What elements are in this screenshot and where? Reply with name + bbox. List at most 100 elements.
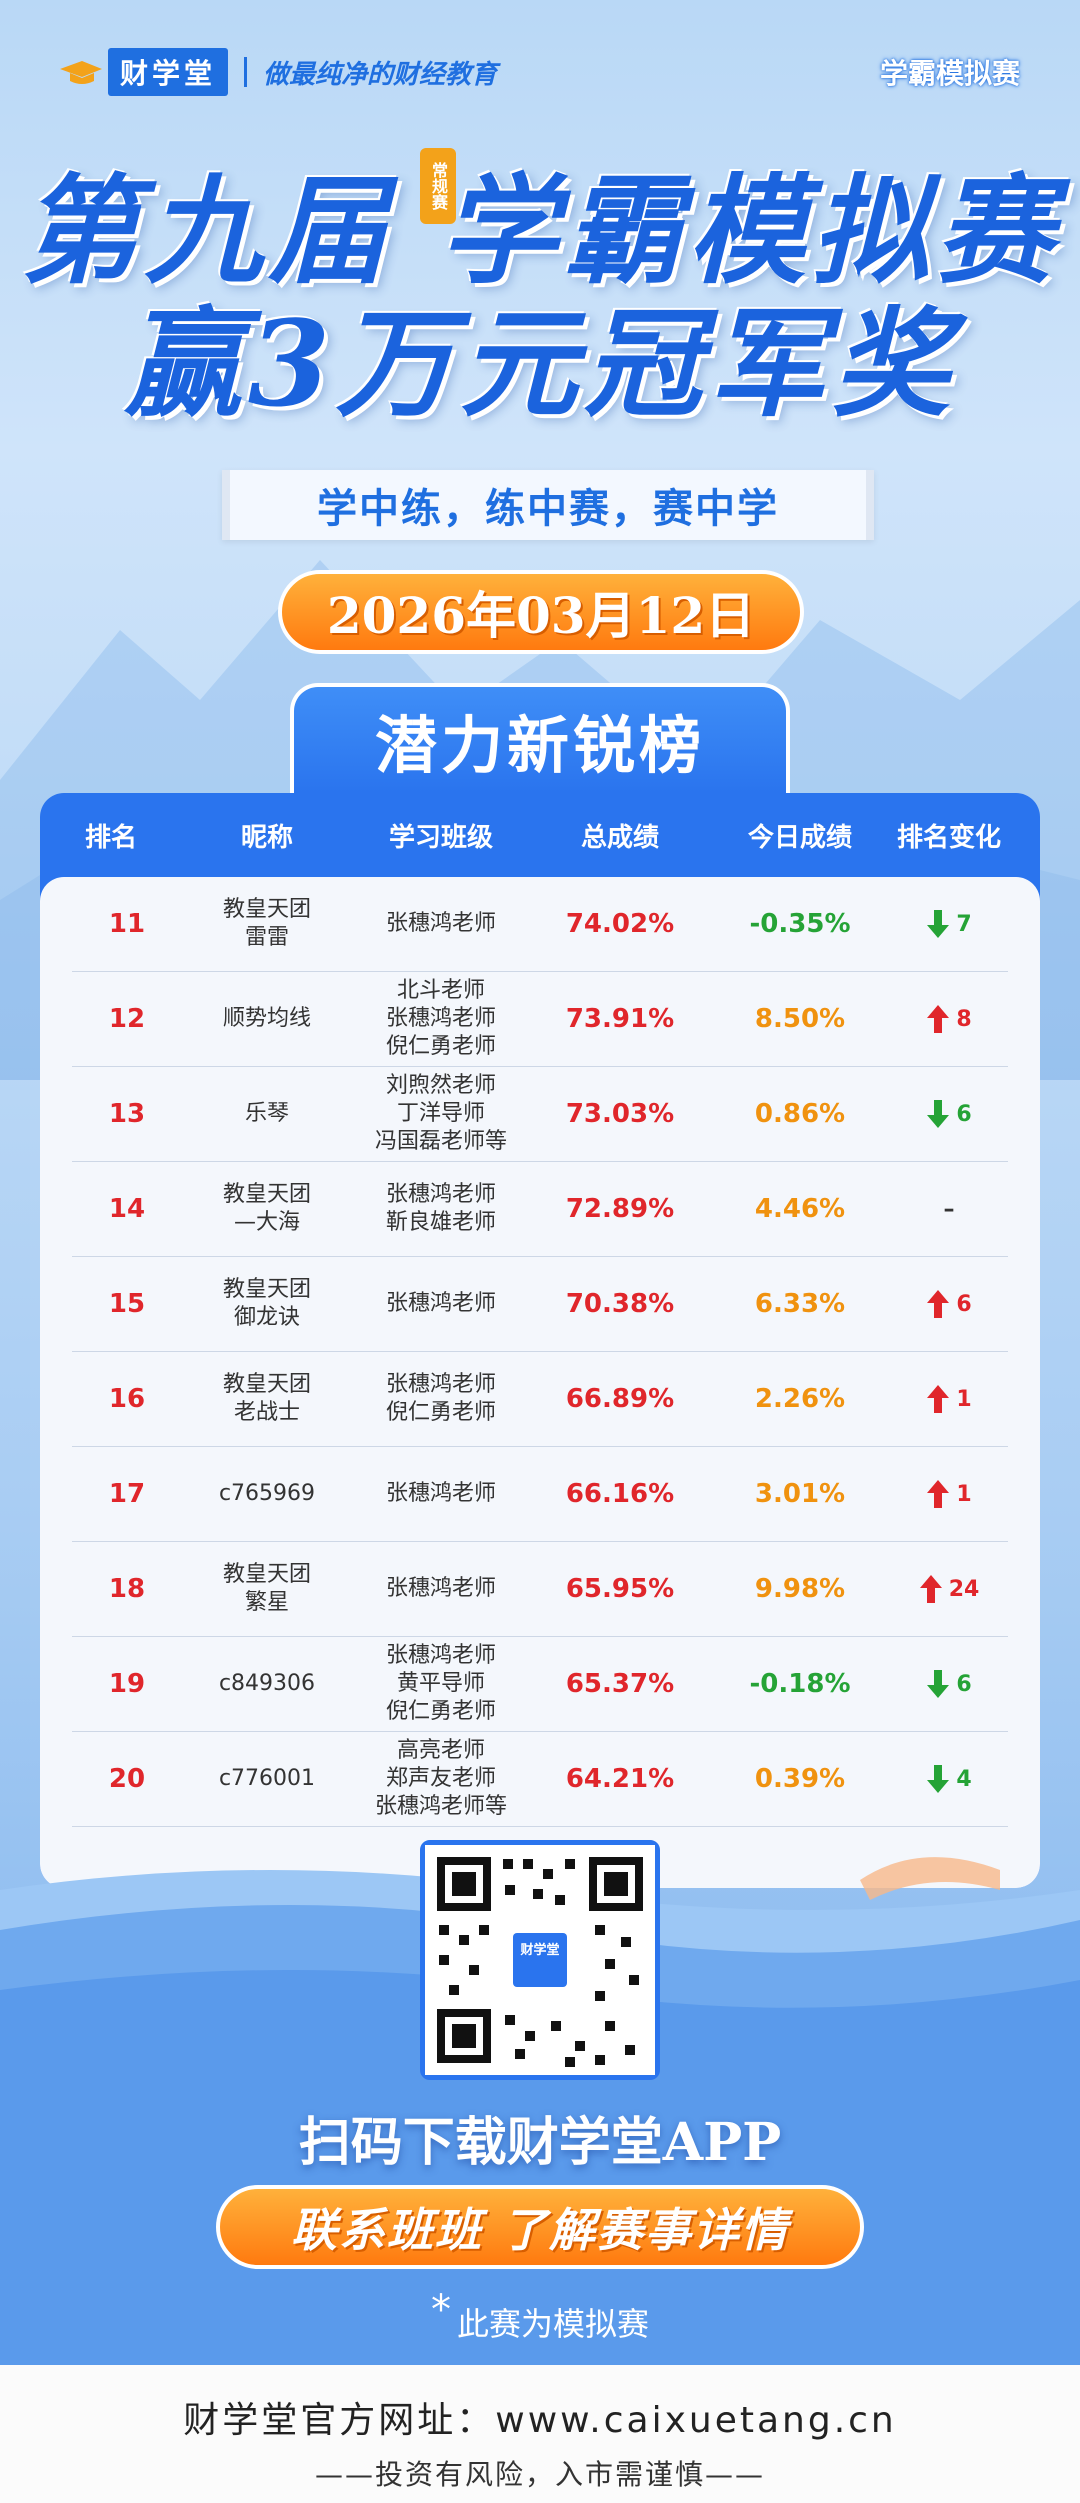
brand-logo: 财学堂 <box>108 48 229 96</box>
total-score-cell: 70.38% <box>565 1289 675 1319</box>
rank-change-cell: 6 <box>890 1289 1008 1319</box>
today-score-cell: 2.26% <box>754 1384 846 1414</box>
rank-change-cell: 7 <box>890 909 1008 939</box>
rank-cell: 12 <box>108 1004 146 1034</box>
arrow-up-icon <box>919 1575 942 1603</box>
today-score-cell: 6.33% <box>754 1289 846 1319</box>
rank-change-value: 8 <box>956 1006 972 1032</box>
rank-cell: 15 <box>108 1289 146 1319</box>
divider <box>244 57 248 87</box>
date-badge: 2026年03月12日 <box>278 570 804 654</box>
rank-change-cell: 1 <box>890 1384 1008 1414</box>
nickname-cell: 教皇天团 —大海 <box>222 1182 311 1235</box>
header-total-score: 总成绩 <box>580 822 659 853</box>
motto-scroll: 学中练，练中赛，赛中学 <box>222 470 874 540</box>
rank-change-value: 6 <box>956 1101 972 1127</box>
qr-center-logo: 财学堂 <box>520 1943 560 1958</box>
class-cell: 张穗鸿老师 靳良雄老师 <box>385 1182 496 1235</box>
total-score-cell: 73.03% <box>565 1099 675 1129</box>
today-score-cell: 0.86% <box>754 1099 846 1129</box>
table-row: 20 c776001 高亮老师 郑声友老师 张穗鸿老师等 64.21% 0.39% 4 <box>72 1732 1008 1827</box>
brand-header: 财学堂 做最纯净的财经教育 <box>58 48 497 96</box>
table-row: 11 教皇天团 雷雷 张穗鸿老师 74.02% -0.35% 7 <box>72 877 1008 972</box>
simulation-note: * 此赛为模拟赛 <box>0 2287 1080 2345</box>
leaderboard-table: 排名 昵称 学习班级 总成绩 今日成绩 排名变化 11 教皇天团 雷雷 张穗鸿老师 7… <box>40 793 1040 1888</box>
rank-change-cell: 6 <box>890 1669 1008 1699</box>
rank-cell: 16 <box>108 1384 146 1414</box>
rank-change-value: 24 <box>948 1576 980 1602</box>
nickname-cell: 教皇天团 繁星 <box>222 1562 311 1615</box>
total-score-cell: 66.16% <box>565 1479 675 1509</box>
rank-change-value: 4 <box>956 1766 972 1792</box>
header-rank: 排名 <box>84 822 137 853</box>
arrow-down-icon <box>927 1670 950 1698</box>
table-row: 18 教皇天团 繁星 张穗鸿老师 65.95% 9.98% 24 <box>72 1542 1008 1637</box>
table-row: 16 教皇天团 老战士 张穗鸿老师 倪仁勇老师 66.89% 2.26% 1 <box>72 1352 1008 1447</box>
rank-change-cell: 1 <box>890 1479 1008 1509</box>
rank-change-value: 6 <box>956 1291 972 1317</box>
arrow-down-icon <box>927 910 950 938</box>
class-cell: 张穗鸿老师 <box>385 1481 496 1506</box>
rank-cell: 13 <box>108 1099 146 1129</box>
rank-change-cell: – <box>890 1197 1008 1222</box>
contact-button[interactable]: 联系班班 了解赛事详情 <box>216 2185 864 2269</box>
risk-warning: ——投资有风险，入市需谨慎—— <box>314 2458 765 2491</box>
asterisk-icon: * <box>430 2287 451 2333</box>
nickname-cell: 教皇天团 御龙诀 <box>222 1277 311 1330</box>
rank-change-cell: 24 <box>890 1574 1008 1604</box>
class-cell: 高亮老师 郑声友老师 张穗鸿老师等 <box>374 1738 507 1819</box>
arrow-up-icon <box>927 1480 950 1508</box>
seal-badge: 常规赛 <box>420 148 456 224</box>
class-cell: 张穗鸿老师 <box>385 1576 496 1601</box>
table-row: 12 顺势均线 北斗老师 张穗鸿老师 倪仁勇老师 73.91% 8.50% 8 <box>72 972 1008 1067</box>
board-title: 潜力新锐榜 <box>374 709 705 782</box>
table-row: 19 c849306 张穗鸿老师 黄平导师 倪仁勇老师 65.37% -0.18% 6 <box>72 1637 1008 1732</box>
header-today-score: 今日成绩 <box>747 822 852 853</box>
today-score-cell: 4.46% <box>754 1194 846 1224</box>
rank-change-value: – <box>943 1196 955 1222</box>
rank-change-cell: 8 <box>890 1004 1008 1034</box>
class-cell: 张穗鸿老师 倪仁勇老师 <box>385 1372 496 1425</box>
brand-slogan: 做最纯净的财经教育 <box>263 59 498 90</box>
arrow-down-icon <box>927 1765 950 1793</box>
table-row: 14 教皇天团 —大海 张穗鸿老师 靳良雄老师 72.89% 4.46% – <box>72 1162 1008 1257</box>
nickname-cell: c765969 <box>218 1481 316 1506</box>
rank-change-cell: 4 <box>890 1764 1008 1794</box>
rank-cell: 19 <box>108 1669 146 1699</box>
arrow-up-icon <box>927 1290 950 1318</box>
hero-title-line1: 第九届 学霸模拟赛 <box>20 161 1060 300</box>
arrow-down-icon <box>927 1100 950 1128</box>
class-cell: 张穗鸿老师 <box>385 1291 496 1316</box>
contact-label: 联系班班 了解赛事详情 <box>290 2203 789 2257</box>
total-score-cell: 73.91% <box>565 1004 675 1034</box>
qr-code[interactable]: 财学堂 <box>420 1840 660 2080</box>
header-rank-change: 排名变化 <box>896 822 1001 853</box>
today-score-cell: 9.98% <box>754 1574 846 1604</box>
today-score-cell: 8.50% <box>754 1004 846 1034</box>
rank-change-value: 7 <box>956 911 972 937</box>
download-prompt: 扫码下载财学堂APP <box>298 2112 782 2173</box>
rank-change-cell: 6 <box>890 1099 1008 1129</box>
total-score-cell: 66.89% <box>565 1384 675 1414</box>
rank-cell: 18 <box>108 1574 146 1604</box>
total-score-cell: 72.89% <box>565 1194 675 1224</box>
table-header: 排名 昵称 学习班级 总成绩 今日成绩 排名变化 <box>40 793 1040 877</box>
rank-cell: 17 <box>108 1479 146 1509</box>
nickname-cell: c776001 <box>218 1766 316 1791</box>
date-text: 2026年03月12日 <box>326 586 756 645</box>
rank-cell: 11 <box>108 909 146 939</box>
official-website: 财学堂官方网址：www.caixuetang.cn <box>183 2400 897 2441</box>
class-cell: 刘煦然老师 丁洋导师 冯国磊老师等 <box>374 1073 507 1154</box>
board-title-tab: 潜力新锐榜 <box>290 683 790 793</box>
nickname-cell: 顺势均线 <box>222 1006 311 1031</box>
arrow-up-icon <box>927 1385 950 1413</box>
today-score-cell: -0.18% <box>749 1669 851 1699</box>
table-row: 15 教皇天团 御龙诀 张穗鸿老师 70.38% 6.33% 6 <box>72 1257 1008 1352</box>
nickname-cell: 教皇天团 雷雷 <box>222 897 311 950</box>
nickname-cell: c849306 <box>218 1671 316 1696</box>
class-cell: 张穗鸿老师 <box>385 911 496 936</box>
table-body: 11 教皇天团 雷雷 张穗鸿老师 74.02% -0.35% 7 12 顺势均线 北斗老师 张穗… <box>40 877 1040 1888</box>
total-score-cell: 65.37% <box>565 1669 675 1699</box>
rank-change-value: 6 <box>956 1671 972 1697</box>
graduation-cap-icon <box>58 57 104 87</box>
